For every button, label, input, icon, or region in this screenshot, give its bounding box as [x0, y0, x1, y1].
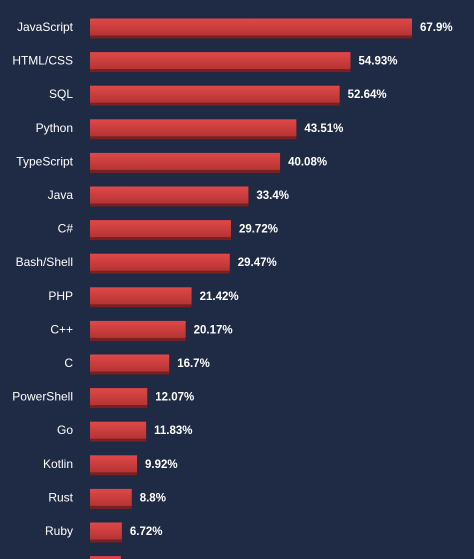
bar — [90, 18, 412, 36]
value-label: 8.8% — [140, 492, 166, 504]
category-label: PowerShell — [12, 390, 73, 404]
bar — [90, 488, 132, 506]
category-label: Kotlin — [43, 457, 73, 471]
value-label: 21.42% — [200, 291, 239, 303]
bar — [90, 421, 147, 439]
category-label: C — [64, 356, 73, 370]
value-label: 6.72% — [130, 526, 163, 538]
bar — [90, 253, 230, 271]
value-label: 29.47% — [238, 257, 277, 269]
value-label: 33.4% — [256, 190, 289, 202]
category-label: C# — [58, 222, 74, 236]
value-label: 43.51% — [304, 123, 343, 135]
value-label: 12.07% — [155, 392, 194, 404]
bar — [90, 85, 340, 103]
category-label: C++ — [50, 322, 73, 336]
bar — [90, 388, 148, 406]
value-label: 11.83% — [154, 425, 192, 437]
value-label: 20.17% — [194, 324, 233, 336]
category-label: SQL — [49, 87, 73, 101]
bar — [90, 287, 192, 305]
category-label: Ruby — [45, 524, 73, 538]
category-label: Java — [48, 188, 74, 202]
category-label: Python — [36, 121, 73, 135]
value-label: 52.64% — [348, 89, 387, 101]
bar — [90, 354, 170, 372]
category-label: JavaScript — [17, 20, 74, 34]
bar-partial — [90, 556, 121, 559]
category-label: Rust — [48, 490, 73, 504]
bar — [90, 152, 281, 170]
category-label: Go — [57, 423, 73, 437]
bar — [90, 455, 138, 473]
bar — [90, 220, 231, 238]
value-label: 29.72% — [239, 224, 278, 236]
value-label: 9.92% — [145, 459, 178, 471]
value-label: 54.93% — [358, 56, 397, 68]
value-label: 40.08% — [288, 156, 327, 168]
bars-layer: JavaScript 67.9% HTML/CSS 54.93% SQL 52.64% Py… — [12, 18, 453, 559]
category-label: TypeScript — [16, 154, 73, 168]
category-label: HTML/CSS — [12, 54, 73, 68]
category-label: Bash/Shell — [16, 255, 73, 269]
bar — [90, 522, 122, 540]
category-label: PHP — [48, 289, 73, 303]
value-label: 67.9% — [420, 22, 453, 34]
bar — [90, 52, 351, 70]
bar — [90, 320, 186, 338]
bar — [90, 186, 249, 204]
value-label: 16.7% — [177, 358, 210, 370]
bar — [90, 119, 297, 137]
